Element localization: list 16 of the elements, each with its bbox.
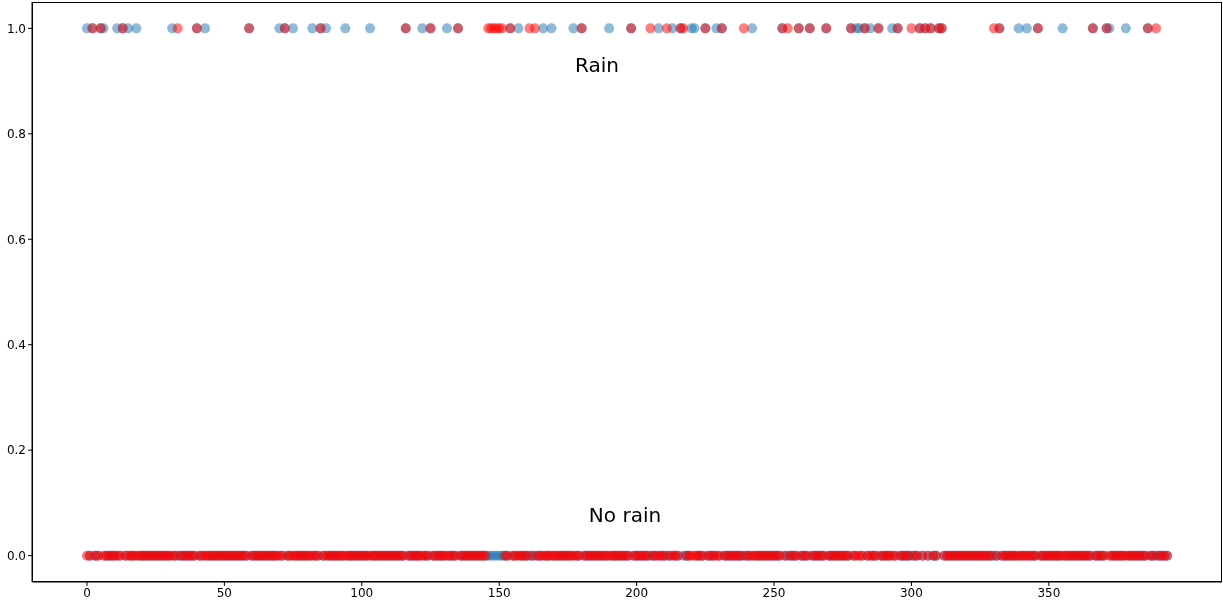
y-tick-label: 1.0 [6,21,26,36]
x-tick-label: 0 [83,585,91,600]
y-tick-label: 0.2 [6,443,26,458]
x-tick-label: 250 [762,585,786,600]
x-tick-label: 50 [216,585,233,600]
x-tick-label: 150 [487,585,511,600]
x-tick-label: 200 [625,585,649,600]
x-tick-label: 100 [350,585,374,600]
y-tick-label: 0.6 [6,232,26,247]
x-tick-label: 350 [1037,585,1061,600]
y-tick-label: 0.8 [6,127,26,142]
x-tick-label: 300 [899,585,923,600]
annotation: No rain [588,503,662,527]
annotation: Rain [575,53,619,77]
y-tick-label: 0.4 [6,337,26,352]
y-tick-label: 0.0 [6,548,26,563]
